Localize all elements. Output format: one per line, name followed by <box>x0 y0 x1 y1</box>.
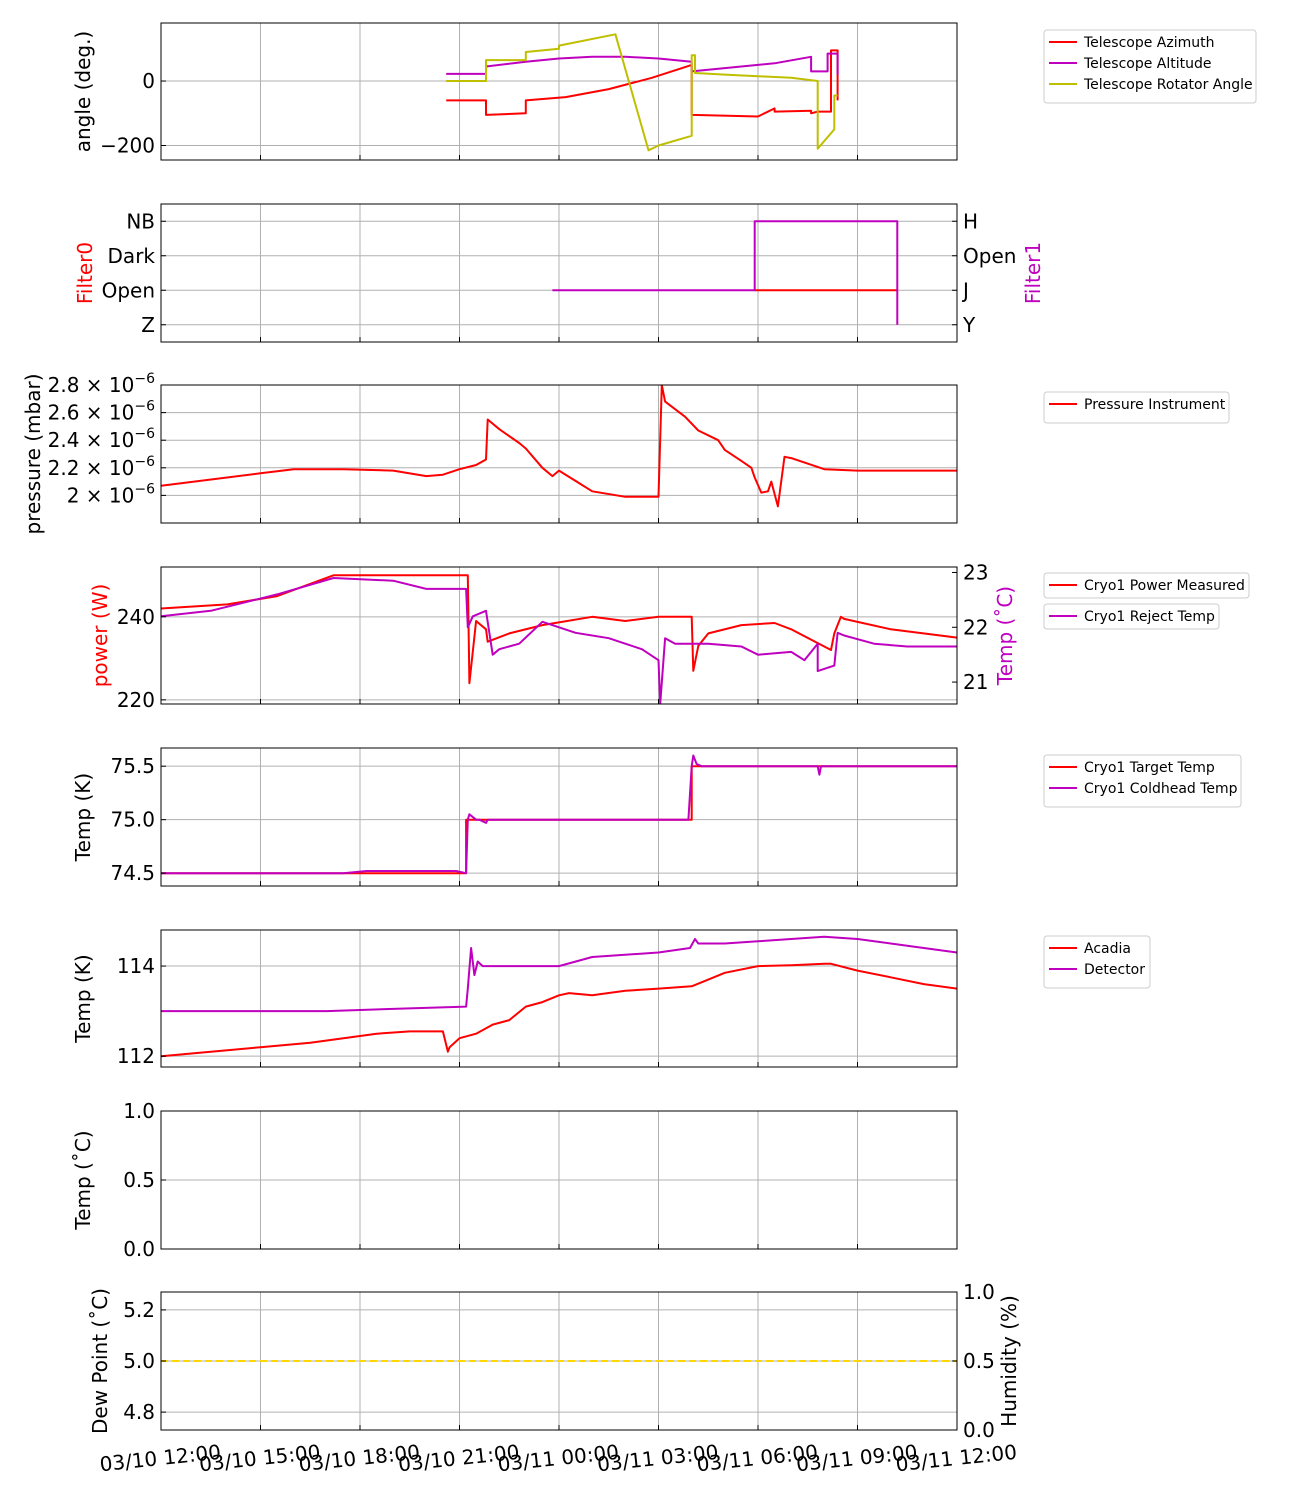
y-tick-label: 1.0 <box>123 1099 155 1123</box>
panel-pressure: 2.8 × 10−62.6 × 10−62.4 × 10−62.2 × 10−6… <box>21 371 1230 535</box>
legend: Cryo1 Target Temp Cryo1 Coldhead Temp <box>1043 754 1242 808</box>
legend-label: Telescope Azimuth <box>1083 35 1214 51</box>
y-tick-label: 2 × 10−6 <box>67 481 155 507</box>
y-right-tick-label: 0.0 <box>963 1418 995 1442</box>
panel-cryo-power: 240 220 23 22 21 power (W) Temp (˚C) Cryo1 Powe… <box>88 560 1250 712</box>
grid <box>160 23 958 160</box>
legend: Telescope Azimuth Telescope Altitude Teles… <box>1043 29 1257 104</box>
y-axis-label-left: Filter0 <box>73 242 97 304</box>
series-group <box>161 754 957 875</box>
series-cryo1-power-measured <box>161 574 957 685</box>
legend-label: Acadia <box>1084 941 1131 957</box>
y-axis-label-left: power (W) <box>88 584 112 688</box>
y-tick-label: 75.5 <box>110 754 155 778</box>
y-axis-label: Temp (K) <box>71 954 95 1043</box>
y-tick-label: 0 <box>142 69 155 93</box>
panel-filters: NB Dark Open Z H Open JY Filter0 Filter1 <box>73 203 1045 343</box>
series-group <box>161 385 957 508</box>
y-right-tick-label: Y <box>962 313 976 337</box>
series-cryo1-coldhead-temp <box>161 754 957 875</box>
y-right-tick-label: 21 <box>963 670 988 694</box>
series-detector <box>161 935 957 1013</box>
legend-label: Cryo1 Reject Temp <box>1084 609 1215 625</box>
y-tick-label: NB <box>126 209 155 233</box>
legend-box <box>1043 603 1220 630</box>
y-tick-label: 4.8 <box>123 1400 155 1424</box>
legend-box <box>1043 754 1242 808</box>
legend-label: Cryo1 Coldhead Temp <box>1084 781 1238 797</box>
legend-label: Pressure Instrument <box>1084 397 1226 413</box>
y-tick-label: 240 <box>117 605 155 629</box>
y-tick-label: −200 <box>100 133 155 157</box>
y-tick-label: 2.8 × 10−6 <box>48 371 155 397</box>
y-tick-label: 5.0 <box>123 1349 155 1373</box>
y-right-tick-label: 22 <box>963 615 988 639</box>
panel-ambient-temp: 1.0 0.5 0.0 Temp (˚C) <box>71 1099 958 1261</box>
legend-label: Telescope Rotator Angle <box>1083 77 1253 93</box>
y-right-tick-label: Open <box>963 244 1016 268</box>
y-axis-label-right: Humidity (%) <box>997 1295 1021 1427</box>
y-tick-label: 75.0 <box>110 808 155 832</box>
legend-label: Detector <box>1084 962 1145 978</box>
y-axis-label-left: Dew Point (˚C) <box>88 1288 112 1434</box>
legend-box <box>1043 391 1230 424</box>
legend-box <box>1043 572 1250 599</box>
series-cryo1-reject-temp <box>161 577 957 704</box>
grid <box>160 930 958 1067</box>
y-axis-label: Temp (K) <box>71 773 95 862</box>
y-tick-label: 0.5 <box>123 1168 155 1192</box>
panel-dewpoint: 5.2 5.0 4.8 1.0 0.5 0.0 Dew Point (˚C) Humidity… <box>88 1280 1021 1442</box>
y-tick-label: Dark <box>108 244 156 268</box>
series-telescope-rotator-angle <box>446 33 838 152</box>
series-acadia <box>161 962 957 1058</box>
y-tick-label: Z <box>141 313 155 337</box>
legend: Pressure Instrument <box>1043 391 1230 424</box>
y-tick-label: 2.4 × 10−6 <box>48 426 155 452</box>
y-tick-label: 74.5 <box>110 861 155 885</box>
y-tick-label: 0.0 <box>123 1237 155 1261</box>
y-tick-label: 5.2 <box>123 1298 155 1322</box>
legend-box <box>1043 29 1257 104</box>
legend: Cryo1 Power Measured Cryo1 Reject Temp <box>1043 572 1250 630</box>
y-tick-label: 2.2 × 10−6 <box>48 454 155 480</box>
series-group <box>552 220 899 325</box>
y-tick-label: 112 <box>117 1044 155 1068</box>
grid <box>160 748 958 886</box>
grid <box>160 384 958 523</box>
y-axis-label: Temp (˚C) <box>71 1130 95 1230</box>
legend: Acadia Detector <box>1043 935 1151 989</box>
y-tick-label: 220 <box>117 688 155 712</box>
y-right-tick-label: 0.5 <box>963 1349 995 1373</box>
series-filter1 <box>552 220 899 325</box>
y-axis-label: pressure (mbar) <box>21 373 45 534</box>
grid <box>160 1110 958 1250</box>
series-telescope-azimuth <box>446 49 839 118</box>
y-tick-label: 2.6 × 10−6 <box>48 399 155 425</box>
y-right-tick-label: 1.0 <box>963 1280 995 1304</box>
y-right-tick-label: H <box>963 209 978 233</box>
series-group <box>161 935 957 1058</box>
legend-label: Cryo1 Target Temp <box>1084 760 1215 776</box>
legend-label: Cryo1 Power Measured <box>1084 578 1245 594</box>
y-axis-label-right: Filter1 <box>1021 242 1045 304</box>
series-group <box>161 574 957 704</box>
series-telescope-altitude <box>446 52 839 75</box>
series-pressure-instrument <box>161 385 957 508</box>
y-axis-label-right: Temp (˚C) <box>993 586 1017 686</box>
legend-label: Telescope Altitude <box>1083 56 1212 72</box>
grid <box>160 204 958 342</box>
y-axis-label: angle (deg.) <box>71 31 95 153</box>
panel-detector-temps: 114 112 Temp (K) Acadia Detector <box>71 929 1151 1068</box>
y-tick-label: Open <box>102 278 155 302</box>
series-group <box>446 33 839 152</box>
y-tick-label: 114 <box>117 954 155 978</box>
y-right-tick-label: 23 <box>963 560 988 584</box>
y-right-tick-label: J <box>961 278 969 302</box>
